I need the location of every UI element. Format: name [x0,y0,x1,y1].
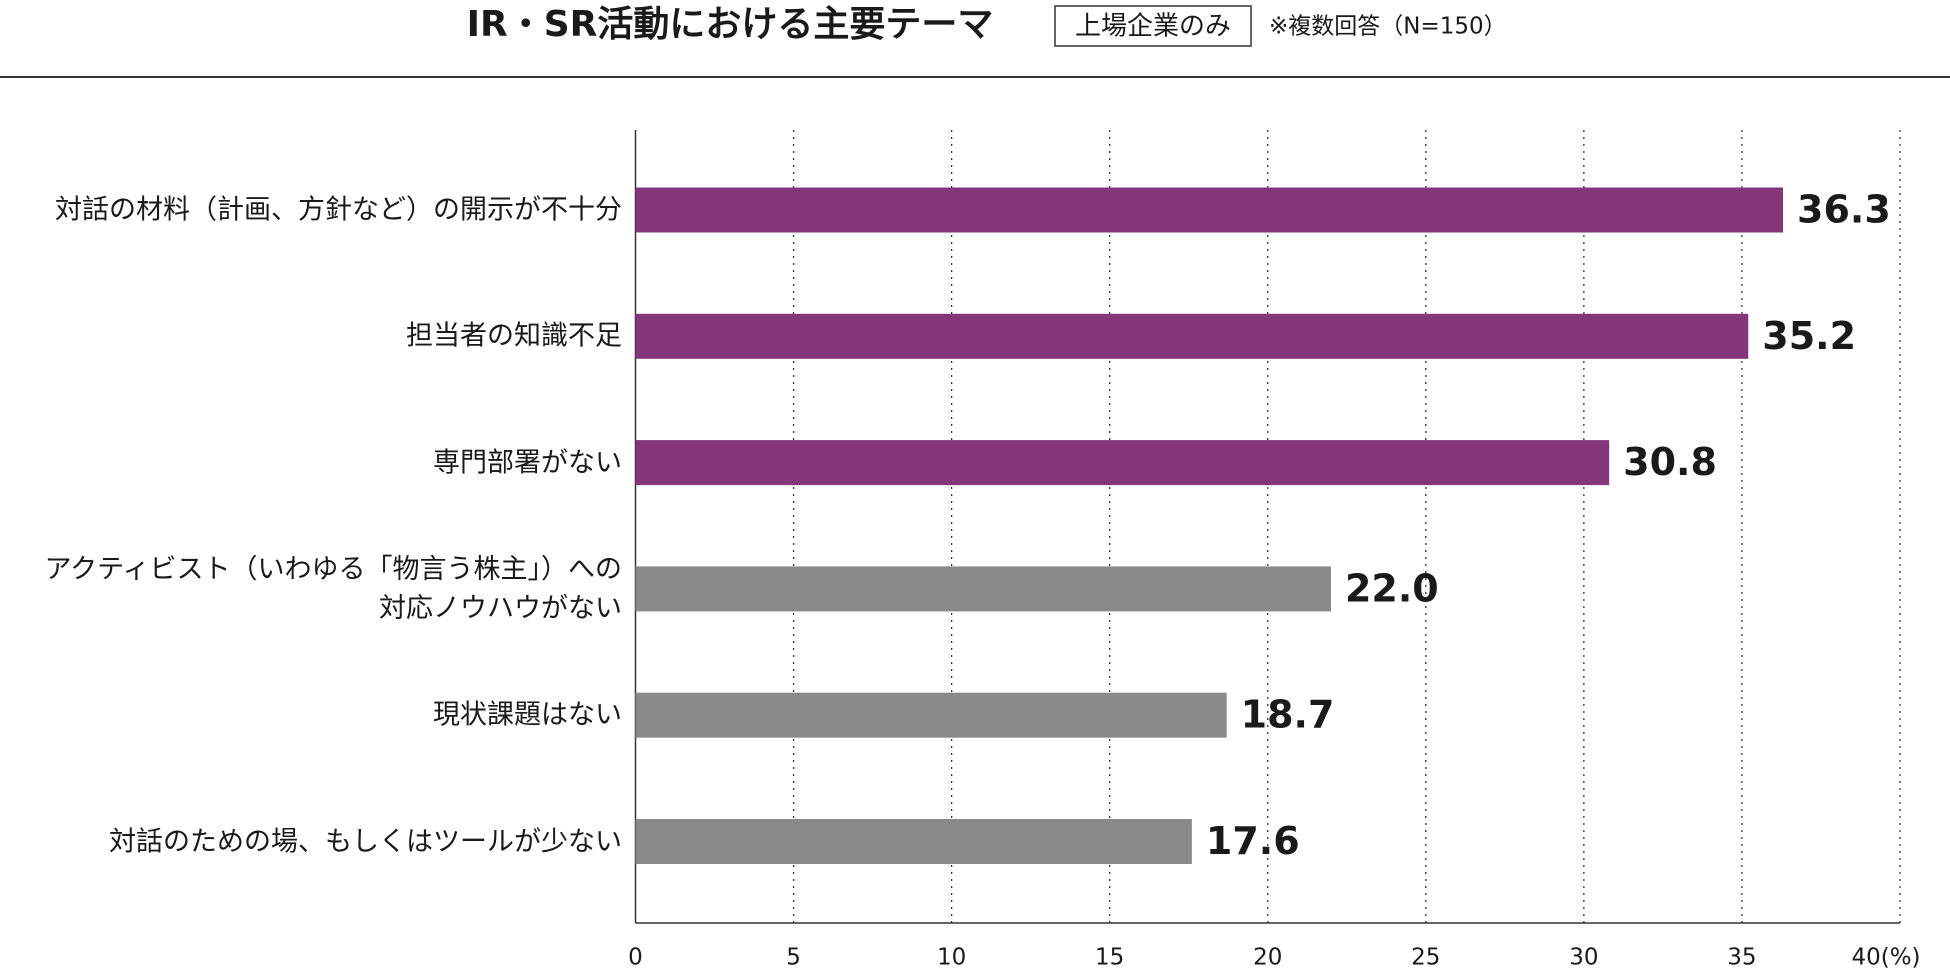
category-label: 現状課題はない [433,699,622,731]
x-tick-label: 15 [1095,945,1124,971]
value-label: 18.7 [1241,693,1335,737]
category-label: 専門部署がない [433,447,622,479]
value-label: 35.2 [1762,314,1856,358]
x-tick-label: 35 [1727,945,1756,971]
note: ※複数回答（N=150） [1269,14,1507,40]
x-tick-label: 40(%) [1851,945,1920,971]
category-label: アクティビスト（いわゆる「物言う株主」）への 対応ノウハウがない [44,553,622,624]
bar [635,566,1331,612]
category-label: 対話のための場、もしくはツールが少ない [109,825,622,857]
x-tick-label: 5 [786,945,801,971]
subtitle: 上場企業のみ [1075,12,1231,42]
x-tick-label: 10 [937,945,966,971]
subtitle-box [1054,5,1252,47]
x-tick-label: 25 [1411,945,1440,971]
x-tick-label: 20 [1253,945,1282,971]
chart-title: IR・SR活動における主要テーマ [467,4,994,45]
value-label: 17.6 [1206,819,1300,863]
bar [635,187,1784,233]
value-label: 30.8 [1623,440,1717,484]
x-tick-label: 30 [1569,945,1598,971]
x-tick-label: 0 [628,945,643,971]
bar [635,440,1610,486]
bar [635,313,1749,359]
category-label: 担当者の知識不足 [406,320,622,352]
value-label: 36.3 [1797,188,1891,232]
category-label: 対話の材料（計画、方針など）の開示が不十分 [55,194,622,226]
value-label: 22.0 [1345,566,1439,610]
bar [635,692,1227,738]
bar [635,819,1192,864]
